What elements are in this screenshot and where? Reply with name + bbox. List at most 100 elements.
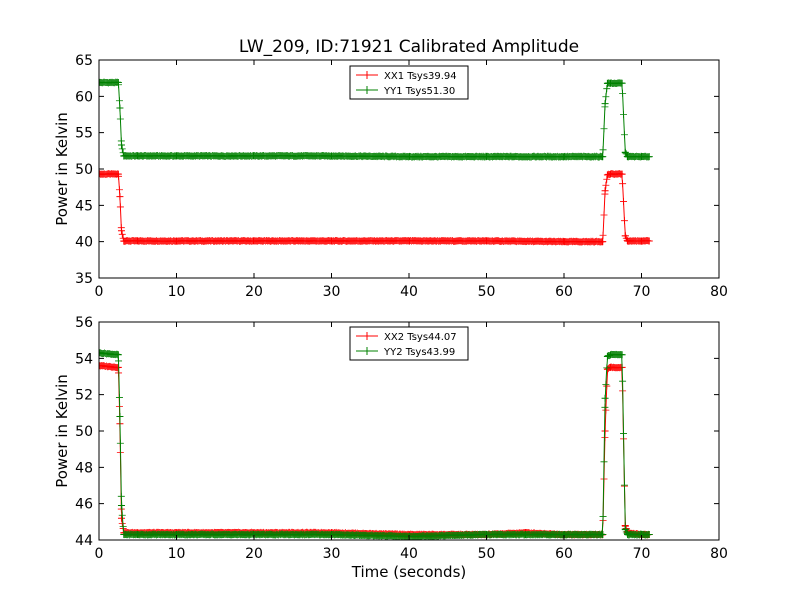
x-tick-label: 20 — [245, 284, 263, 300]
data-point — [173, 237, 180, 245]
data-point — [645, 237, 653, 245]
data-point — [621, 148, 629, 156]
series-markers — [99, 78, 653, 161]
data-point — [599, 238, 607, 246]
data-point — [645, 531, 653, 539]
legend-label: YY1 Tsys51.30 — [383, 86, 455, 97]
data-point — [621, 232, 629, 240]
data-point — [621, 525, 629, 533]
data-point — [603, 353, 611, 361]
series-1 — [99, 170, 653, 246]
y-tick-label: 60 — [75, 89, 93, 105]
data-point — [521, 531, 529, 539]
data-point — [560, 153, 568, 161]
legend-box — [349, 65, 469, 100]
legend: XX1 Tsys39.94 YY1 Tsys51.30 — [349, 65, 469, 100]
data-point — [638, 237, 645, 245]
data-point — [601, 187, 609, 195]
data-point — [601, 100, 609, 108]
data-point — [607, 363, 614, 371]
legend-swatch — [356, 71, 378, 79]
x-tick-label: 40 — [400, 284, 418, 300]
bottom-panel: 0 10 20 30 40 50 60 70 80 44 46 48 50 52 54 56 Power in … — [53, 315, 728, 581]
data-point — [607, 170, 614, 178]
x-tick-label: 30 — [323, 546, 341, 562]
x-tick-label: 0 — [95, 546, 104, 562]
data-point — [405, 237, 413, 245]
legend-label: XX2 Tsys44.07 — [384, 332, 457, 343]
x-tick-label: 40 — [400, 546, 418, 562]
y-tick-label: 40 — [75, 235, 93, 251]
x-tick-label: 10 — [168, 284, 186, 300]
data-point — [99, 170, 103, 178]
data-point — [599, 531, 607, 539]
data-point — [116, 412, 124, 420]
data-point — [120, 237, 128, 245]
data-point — [117, 501, 125, 509]
y-tick-label: 50 — [75, 162, 93, 178]
x-axis-label: Time (seconds) — [351, 563, 467, 581]
legend-label: YY2 Tsys43.99 — [383, 347, 455, 358]
x-tick-label: 50 — [478, 546, 496, 562]
data-point — [618, 170, 626, 178]
data-point — [638, 153, 645, 161]
data-point — [599, 153, 607, 161]
data-point — [117, 141, 125, 149]
y-tick-label: 54 — [75, 351, 93, 367]
legend-swatch — [356, 86, 378, 94]
data-point — [603, 171, 611, 179]
data-point — [99, 362, 103, 370]
series-markers — [99, 170, 653, 246]
data-point — [173, 152, 180, 160]
data-point — [114, 79, 122, 87]
data-point — [117, 514, 125, 522]
data-point — [250, 237, 258, 245]
data-point — [601, 427, 609, 435]
data-point — [99, 349, 103, 357]
legend-box — [349, 326, 469, 361]
data-point — [120, 152, 128, 160]
x-tick-label: 10 — [168, 546, 186, 562]
x-tick-label: 70 — [633, 284, 651, 300]
data-point — [607, 351, 614, 359]
x-tick-label: 80 — [710, 546, 728, 562]
series-2 — [99, 349, 653, 540]
x-tick-label: 70 — [633, 546, 651, 562]
data-point — [134, 152, 142, 160]
y-tick-label: 48 — [75, 460, 93, 476]
data-point — [114, 170, 122, 178]
legend: XX2 Tsys44.07 YY2 Tsys43.99 — [349, 326, 469, 361]
data-point — [607, 79, 614, 87]
data-point — [618, 79, 626, 87]
x-tick-label: 60 — [555, 546, 573, 562]
data-point — [117, 227, 125, 235]
y-tick-label: 35 — [75, 271, 93, 287]
chart-title: LW_209, ID:71921 Calibrated Amplitude — [239, 37, 579, 57]
y-tick-label: 65 — [75, 53, 93, 69]
data-point — [624, 237, 632, 245]
data-point — [134, 531, 142, 539]
data-point — [560, 238, 568, 246]
y-axis-label: Power in Kelvin — [53, 374, 71, 488]
data-point — [116, 104, 124, 112]
x-tick-label: 20 — [245, 546, 263, 562]
data-point — [405, 153, 413, 161]
data-point — [250, 152, 258, 160]
data-point — [328, 152, 335, 160]
data-point — [618, 351, 626, 359]
data-point — [116, 193, 124, 201]
legend-swatch — [356, 347, 378, 355]
y-tick-label: 44 — [75, 533, 93, 549]
data-point — [483, 153, 490, 161]
y-tick-label: 45 — [75, 198, 93, 214]
data-point — [603, 365, 611, 373]
y-axis-label: Power in Kelvin — [53, 112, 71, 226]
y-tick-label: 50 — [75, 424, 93, 440]
y-tick-label: 55 — [75, 126, 93, 142]
x-tick-label: 30 — [323, 284, 341, 300]
legend-label: XX1 Tsys39.94 — [384, 71, 457, 82]
data-point — [134, 237, 142, 245]
